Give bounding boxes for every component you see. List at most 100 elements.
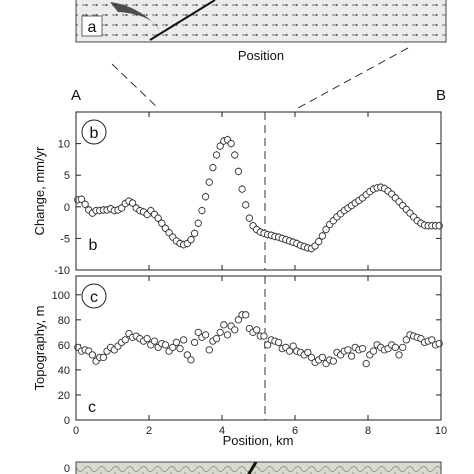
panel-c-data-point [234, 316, 243, 324]
panel-c-data-point [289, 342, 297, 350]
panel-c-data-point [183, 351, 191, 359]
panel-b-data-point [322, 225, 330, 234]
zoom-line-right [297, 47, 409, 109]
panel-b-ytick-label: 10 [58, 139, 70, 151]
panel-c-circled-label [81, 283, 107, 309]
panel-c-xtick-label: 2 [146, 425, 152, 437]
panel-b-frame [75, 111, 442, 271]
panel-b-data-point [209, 163, 217, 172]
panel-c-xlabel: Position, km [223, 433, 294, 448]
map-strip-image [75, 461, 442, 474]
panel-b-data-point [194, 219, 202, 227]
panel-c-data-point [172, 338, 181, 347]
panel-b-ytick-label: 0 [64, 202, 70, 214]
panel-c-xtick-label: 4 [219, 425, 225, 437]
panel-b-ticks: -10 -5 0 5 10 [54, 112, 442, 277]
panel-c-data-point [253, 326, 261, 334]
panel-b-data-point [158, 219, 166, 227]
panel-c-data-point [391, 343, 400, 352]
panel-c-ytick-label: 60 [58, 340, 70, 352]
map-strip-feature [247, 461, 258, 474]
panel-c-ytick-label: 0 [64, 415, 70, 427]
map-strip-tick-0: 0 [64, 463, 70, 474]
panel-b-data-point [245, 214, 254, 222]
panel-c-frame [75, 275, 442, 421]
topography-panel: 0 20 40 60 80 100 0 2 4 6 8 10 c c Topography, m Po… [32, 275, 447, 448]
panel-c-data-point [260, 332, 268, 340]
panel-c-data-point [395, 351, 403, 359]
panel-c-data-point [212, 334, 221, 343]
panel-b-corner-letter: b [89, 237, 98, 254]
panel-c-data-point [205, 346, 213, 354]
vector-field-image [75, 0, 447, 43]
panel-c-data-point [176, 344, 184, 353]
panel-b-data-point [315, 237, 323, 246]
panel-c-data-point [99, 353, 108, 362]
panel-b-ytick-label: -10 [54, 265, 70, 277]
panel-b-data-point [187, 236, 195, 244]
panel-b-data-point [154, 214, 162, 222]
panel-b-data-point [216, 142, 224, 150]
panel-b-ylabel: Change, mm/yr [32, 146, 47, 236]
panel-b-data-point [238, 185, 246, 193]
panel-b-data-points [74, 135, 443, 253]
panel-c-data-point [318, 353, 327, 362]
bottom-map-strip: 0 [64, 461, 442, 474]
panel-c-data-point [369, 347, 378, 355]
panel-c-xtick-label: 10 [435, 425, 447, 437]
panel-b-data-point [205, 178, 213, 186]
panel-c-data-point [201, 331, 210, 339]
panel-c-circled-letter: c [90, 289, 98, 306]
panel-b-data-point [231, 151, 239, 159]
panel-c-data-point [263, 341, 272, 349]
panel-c-data-point [223, 331, 232, 339]
panel-c-data-point [344, 346, 352, 354]
panel-b-data-point [212, 151, 221, 159]
panel-c-data-point [274, 338, 283, 347]
panel-c-data-point [150, 337, 159, 345]
panel-b-ytick-label: -5 [60, 233, 70, 245]
panel-b-data-point [234, 167, 243, 176]
panel-a-letter: a [88, 19, 97, 36]
panel-c-data-points [74, 311, 443, 368]
panel-c-xtick-label: 6 [292, 425, 298, 437]
panel-c-xtick-label: 0 [73, 425, 79, 437]
panel-c-ytick-label: 20 [58, 390, 70, 402]
panel-c-data-point [362, 360, 370, 368]
panel-c-data-point [194, 328, 202, 336]
panel-b-data-point [242, 201, 250, 209]
panel-b-data-point [201, 193, 210, 201]
vector-field-swirl [110, 2, 160, 30]
panel-c-ytick-label: 80 [58, 315, 70, 327]
panel-c-data-point [121, 336, 129, 344]
profile-start-label: A [71, 87, 81, 104]
panel-c-data-point [187, 356, 195, 364]
panel-c-data-point [399, 343, 407, 352]
panel-c-ylabel: Topography, m [32, 305, 47, 390]
panel-c-data-point [242, 311, 250, 319]
panel-c-data-point [143, 334, 151, 343]
change-rate-panel: -10 -5 0 5 10 b b Change, mm/yr [32, 111, 443, 277]
panel-b-ytick-label: 5 [64, 170, 70, 182]
panel-c-ytick-label: 100 [52, 290, 70, 302]
panel-c-ytick-label: 40 [58, 365, 70, 377]
panel-c-data-point [347, 352, 356, 360]
panel-c-xtick-label: 8 [365, 425, 371, 437]
panel-b-data-point [318, 232, 327, 240]
top-vector-panel: a Position [75, 0, 447, 109]
panel-b-data-point [190, 229, 199, 237]
panel-c-data-point [285, 347, 294, 355]
panel-c-data-point [231, 326, 239, 334]
panel-b-data-point [128, 199, 137, 207]
panel-c-data-point [304, 348, 312, 357]
panel-c-data-point [329, 357, 337, 365]
panel-c-corner-letter: c [88, 399, 96, 416]
profile-end-label: B [436, 87, 446, 104]
panel-b-data-point [198, 206, 206, 215]
panel-b-circled-label [81, 119, 107, 145]
panel-c-data-point [169, 343, 177, 352]
panel-c-data-point [161, 341, 170, 349]
panel-b-data-point [81, 200, 89, 208]
panel-c-data-point [220, 321, 228, 329]
